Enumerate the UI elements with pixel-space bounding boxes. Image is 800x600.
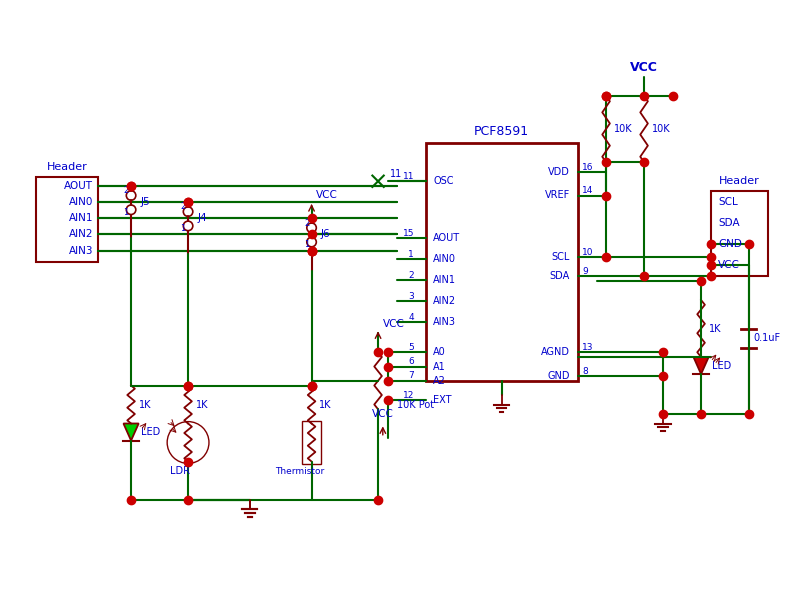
Text: J5: J5 xyxy=(141,197,150,207)
Text: 7: 7 xyxy=(409,371,414,380)
Text: AIN0: AIN0 xyxy=(433,254,456,264)
Text: GND: GND xyxy=(718,239,742,249)
Text: 11: 11 xyxy=(402,172,414,181)
Text: 2: 2 xyxy=(181,202,186,211)
Text: 0.1uF: 0.1uF xyxy=(754,333,781,343)
Text: SCL: SCL xyxy=(718,197,738,207)
Text: AIN3: AIN3 xyxy=(433,317,456,327)
Text: 5: 5 xyxy=(409,343,414,352)
Text: 1: 1 xyxy=(409,250,414,259)
Text: 11: 11 xyxy=(390,169,402,179)
Text: 13: 13 xyxy=(582,343,594,352)
Bar xyxy=(36,176,98,262)
Text: VCC: VCC xyxy=(630,61,658,74)
Text: Thermistor: Thermistor xyxy=(275,467,325,476)
Text: A1: A1 xyxy=(433,361,446,371)
Text: A2: A2 xyxy=(433,376,446,386)
Text: AIN3: AIN3 xyxy=(69,245,93,256)
Text: 14: 14 xyxy=(582,186,594,195)
Text: AIN1: AIN1 xyxy=(69,213,93,223)
Text: VCC: VCC xyxy=(718,260,740,270)
Text: VCC: VCC xyxy=(316,190,338,200)
Text: 1: 1 xyxy=(181,224,186,233)
Bar xyxy=(426,143,578,381)
Text: EXT: EXT xyxy=(433,395,452,405)
Text: 6: 6 xyxy=(409,357,414,366)
Text: 1K: 1K xyxy=(319,400,332,409)
Bar xyxy=(710,191,767,276)
Text: 2: 2 xyxy=(123,186,129,195)
Text: J6: J6 xyxy=(321,229,330,239)
Text: SCL: SCL xyxy=(551,252,570,262)
Text: OSC: OSC xyxy=(433,176,454,186)
Text: Header: Header xyxy=(718,176,759,186)
Text: 1K: 1K xyxy=(709,323,721,334)
Text: LED: LED xyxy=(713,361,732,371)
Text: 1: 1 xyxy=(304,241,310,250)
Text: J4: J4 xyxy=(198,213,207,223)
Text: 2: 2 xyxy=(304,218,310,227)
Text: A0: A0 xyxy=(433,347,446,357)
Bar xyxy=(302,421,321,464)
Text: VCC: VCC xyxy=(383,319,405,329)
Text: VCC: VCC xyxy=(372,409,394,419)
Text: 16: 16 xyxy=(582,163,594,172)
Text: AIN0: AIN0 xyxy=(69,197,93,207)
Text: SDA: SDA xyxy=(718,218,740,228)
Text: 1K: 1K xyxy=(196,400,208,409)
Text: AIN2: AIN2 xyxy=(433,296,456,306)
Text: VDD: VDD xyxy=(548,167,570,177)
Text: LDR: LDR xyxy=(170,466,190,476)
Text: AOUT: AOUT xyxy=(64,181,93,191)
Text: 10K Pot: 10K Pot xyxy=(397,400,434,409)
Text: 1K: 1K xyxy=(138,400,151,409)
Text: 2: 2 xyxy=(409,271,414,280)
Text: 10K: 10K xyxy=(652,124,670,134)
Text: 3: 3 xyxy=(409,292,414,301)
Text: Header: Header xyxy=(46,162,87,172)
Text: SDA: SDA xyxy=(550,271,570,281)
Text: VREF: VREF xyxy=(545,191,570,200)
Text: 10: 10 xyxy=(582,248,594,257)
Text: 1: 1 xyxy=(123,208,129,217)
Text: 9: 9 xyxy=(582,267,588,276)
Text: 12: 12 xyxy=(402,391,414,400)
Text: AGND: AGND xyxy=(541,347,570,357)
Text: AIN2: AIN2 xyxy=(69,229,93,239)
Text: LED: LED xyxy=(141,427,160,437)
Text: PCF8591: PCF8591 xyxy=(474,125,529,139)
Text: GND: GND xyxy=(547,371,570,381)
Polygon shape xyxy=(694,357,709,374)
Text: 15: 15 xyxy=(402,229,414,238)
Text: 10K: 10K xyxy=(614,124,632,134)
Polygon shape xyxy=(123,424,138,440)
Text: AIN1: AIN1 xyxy=(433,275,456,285)
Text: 4: 4 xyxy=(409,313,414,322)
Text: 8: 8 xyxy=(582,367,588,376)
Text: AOUT: AOUT xyxy=(433,233,460,243)
